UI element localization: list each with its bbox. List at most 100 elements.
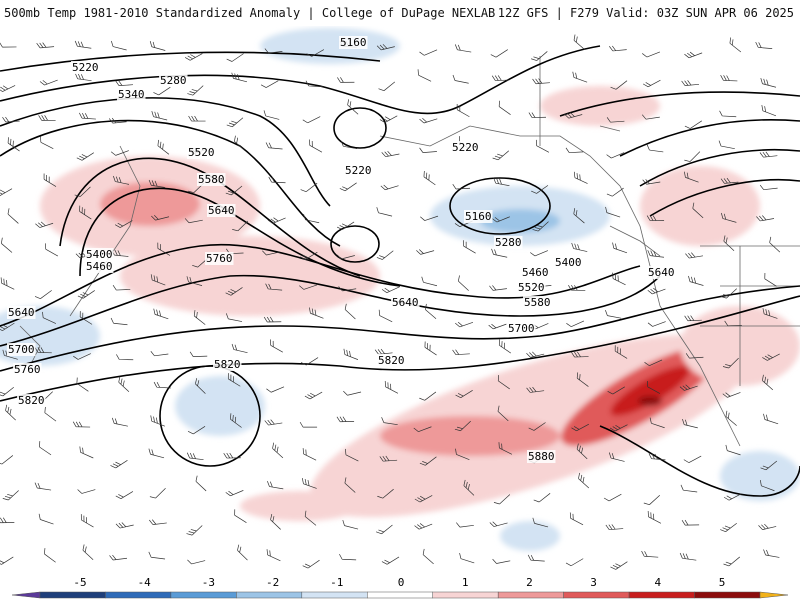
wind-barb [642, 179, 661, 185]
wind-barb [188, 115, 206, 122]
contour-label: 5880 [528, 450, 555, 463]
wind-barb [720, 522, 737, 533]
wind-barb [338, 286, 357, 292]
wind-barb [189, 351, 208, 358]
wind-barb [77, 290, 95, 299]
wind-barb [186, 525, 203, 536]
wind-barb [225, 185, 243, 196]
wind-barb [77, 489, 96, 494]
contour-label-bg [159, 74, 188, 87]
wind-barb [756, 215, 775, 222]
wind-barb [374, 348, 393, 355]
wind-barb [612, 272, 626, 286]
wind-barb [113, 175, 130, 185]
colorbar-tick-label: 3 [590, 576, 597, 589]
contour-label-bg [344, 164, 373, 177]
wind-barb [455, 321, 474, 328]
wind-barb [642, 51, 661, 58]
contour-label: 5700 [508, 322, 535, 335]
wind-barb [343, 348, 359, 360]
wind-barb [528, 422, 546, 431]
wind-barb [763, 413, 779, 425]
wind-barb [2, 490, 19, 501]
wind-barb [0, 41, 17, 48]
wind-barb [458, 275, 469, 291]
wind-barb [267, 217, 286, 224]
wind-barb [723, 493, 742, 501]
wind-barb [42, 311, 57, 324]
colorbar-swatch [432, 591, 499, 599]
contour-label: 5640 [208, 204, 235, 217]
contour-label-bg [117, 88, 146, 101]
wind-barb [573, 208, 585, 224]
wind-barb [262, 250, 281, 256]
wind-barb [39, 79, 58, 86]
wind-barbs [0, 34, 781, 570]
wind-barb [149, 488, 166, 499]
contour-label: 5220 [72, 61, 99, 74]
wind-barb [379, 115, 398, 123]
wind-barb [304, 510, 317, 526]
wind-barb [148, 179, 166, 188]
wind-barb [110, 460, 128, 469]
wind-barb [302, 559, 320, 569]
wind-barb [647, 250, 665, 258]
wind-barb [339, 553, 357, 561]
wind-barb [419, 456, 437, 466]
wind-barb [347, 99, 359, 115]
wind-barb [301, 478, 317, 489]
wind-barb [606, 187, 624, 197]
wind-barb [683, 171, 699, 183]
wind-barb [376, 44, 395, 51]
wind-barb [340, 140, 358, 150]
wind-barb [762, 308, 778, 319]
wind-barb [150, 415, 165, 427]
wind-barb [148, 551, 166, 560]
colorbar-swatch [759, 591, 789, 599]
wind-barb [44, 406, 57, 422]
wind-barb [723, 556, 741, 567]
wind-barb [43, 173, 57, 187]
wind-barb [759, 184, 778, 191]
wind-barb [336, 254, 355, 260]
wind-barb [195, 378, 206, 394]
wind-barb [646, 215, 665, 222]
wind-barb [643, 495, 661, 506]
wind-barb [681, 519, 700, 526]
wind-barb [684, 315, 702, 322]
wind-barb [565, 558, 584, 567]
wind-barb [232, 220, 249, 232]
wind-barb [263, 110, 280, 120]
wind-barb [36, 42, 55, 49]
wind-barb [720, 288, 737, 299]
wind-barb [376, 207, 393, 217]
wind-barb [114, 220, 133, 228]
wind-barb [339, 182, 357, 192]
wind-barb [73, 353, 91, 360]
wind-barb [109, 554, 128, 561]
wind-barb [151, 215, 170, 221]
wind-barb [721, 212, 737, 223]
wind-barb [266, 549, 281, 562]
colorbar-swatch [105, 591, 172, 599]
wind-barb [35, 221, 54, 228]
contour-label: 5280 [160, 74, 187, 87]
wind-barb [456, 522, 474, 528]
colorbar-tick-label: 5 [719, 576, 726, 589]
wind-barb [491, 248, 508, 258]
wind-barb [108, 117, 127, 124]
contour-label-bg [205, 252, 234, 265]
wind-barb [641, 114, 660, 120]
wind-barb [761, 105, 777, 117]
wind-barb [79, 112, 96, 120]
wind-barb [571, 423, 590, 432]
colorbar-tick-label: -5 [73, 576, 86, 589]
contour-label: 5700 [8, 343, 35, 356]
wind-barb [378, 81, 396, 92]
wind-barb [725, 410, 737, 426]
wind-barb [680, 484, 698, 493]
wind-barb [685, 252, 704, 259]
wind-barb [679, 384, 698, 391]
wind-barb [34, 482, 52, 491]
wind-barb [44, 548, 56, 563]
